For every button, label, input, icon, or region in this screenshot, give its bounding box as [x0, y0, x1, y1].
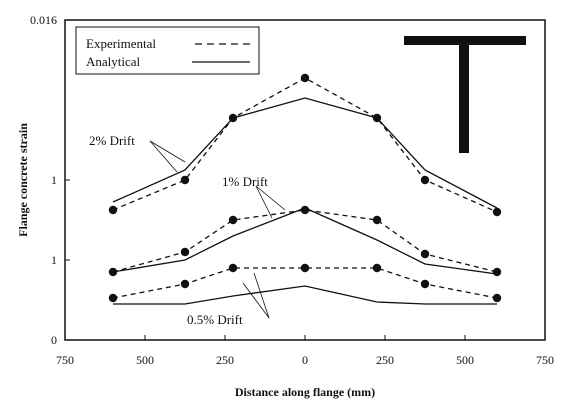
y-tick-label: 1: [51, 173, 57, 187]
data-point-experimental: [300, 205, 310, 215]
y-tick-label: 0: [51, 333, 57, 347]
legend-label-analytical: Analytical: [86, 54, 141, 69]
y-axis-title: Flange concrete strain: [16, 123, 30, 237]
data-point-experimental: [180, 175, 190, 185]
data-point-experimental: [180, 247, 190, 257]
y-tick-label: 0.016: [30, 13, 57, 27]
data-point-experimental: [108, 293, 118, 303]
annotation-05pct-drift: 0.5% Drift: [187, 312, 243, 327]
data-point-experimental: [300, 73, 310, 83]
annotation-leaders: [149, 140, 286, 319]
leader-05pct-a: [253, 272, 270, 319]
data-point-experimental: [228, 215, 238, 225]
data-point-experimental: [372, 215, 382, 225]
leader-1pct-b: [255, 185, 273, 219]
legend-box: [75, 26, 260, 75]
data-point-experimental: [420, 249, 430, 259]
data-point-experimental: [492, 293, 502, 303]
x-tick-label: 250: [216, 353, 234, 367]
series-line-analytical: [112, 97, 498, 209]
series-line-experimental: [112, 267, 498, 299]
annotation-1pct-drift: 1% Drift: [222, 174, 268, 189]
data-point-experimental: [420, 175, 430, 185]
data-point-experimental: [372, 263, 382, 273]
legend-label-experimental: Experimental: [86, 36, 156, 51]
x-tick-label: 500: [456, 353, 474, 367]
t-section-icon: [404, 36, 526, 153]
x-axis-title: Distance along flange (mm): [235, 385, 375, 399]
data-point-experimental: [300, 263, 310, 273]
data-point-experimental: [492, 207, 502, 217]
y-tick-label: 1: [51, 253, 57, 267]
x-tick-label: 0: [302, 353, 308, 367]
data-point-experimental: [492, 267, 502, 277]
leader-1pct-a: [255, 185, 286, 211]
leader-05pct-b: [242, 282, 270, 319]
series-line-analytical: [113, 285, 497, 305]
x-tick-label: 250: [376, 353, 394, 367]
leader-2pct-b: [149, 140, 178, 173]
annotation-2pct-drift: 2% Drift: [89, 133, 135, 148]
x-tick-label: 500: [136, 353, 154, 367]
series-line-analytical: [112, 207, 498, 275]
data-point-experimental: [420, 279, 430, 289]
data-point-experimental: [108, 205, 118, 215]
leader-2pct-a: [149, 140, 186, 163]
legend: Experimental Analytical: [75, 26, 260, 75]
x-tick-label: 750: [536, 353, 554, 367]
x-tick-label: 750: [56, 353, 74, 367]
data-point-experimental: [180, 279, 190, 289]
data-point-experimental: [228, 263, 238, 273]
